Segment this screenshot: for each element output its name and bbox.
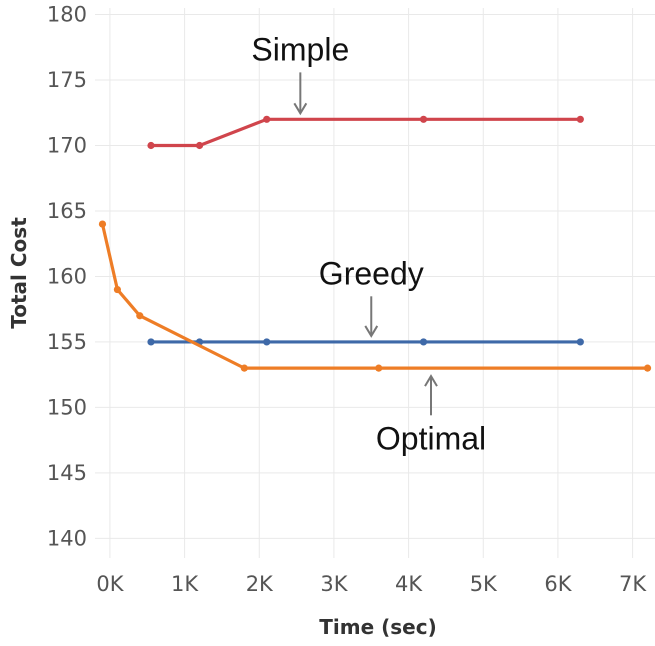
data-point-simple — [263, 115, 271, 123]
y-tick-label: 170 — [47, 134, 87, 158]
x-tick-label: 5K — [470, 572, 498, 596]
series — [98, 115, 652, 372]
x-tick-label: 7K — [619, 572, 647, 596]
y-tick-label: 180 — [47, 3, 87, 27]
data-point-greedy — [576, 338, 584, 346]
annotation-arrowhead-greedy — [364, 325, 379, 338]
x-tick-label: 6K — [544, 572, 572, 596]
annotations: Simple Greedy Optimal — [251, 31, 486, 456]
annotation-arrowhead-optimal — [424, 374, 438, 387]
y-tick-label: 160 — [47, 264, 87, 288]
annotation-arrowhead-simple — [293, 102, 308, 116]
x-tick-label: 0K — [96, 572, 124, 596]
grid — [95, 8, 655, 558]
annotation-greedy: Greedy — [319, 255, 424, 291]
annotation-simple: Simple — [251, 31, 349, 67]
data-point-optimal — [643, 364, 652, 372]
series-line-optimal — [100, 222, 650, 370]
y-tick-label: 140 — [47, 526, 87, 550]
series-line-simple — [149, 117, 582, 148]
data-point-simple — [195, 141, 204, 150]
annotation-optimal: Optimal — [376, 420, 486, 456]
data-point-optimal — [98, 220, 107, 228]
y-tick-label: 175 — [47, 68, 87, 92]
x-axis-title: Time (sec) — [319, 615, 436, 639]
y-tick-label: 150 — [47, 395, 87, 419]
data-point-optimal — [136, 312, 144, 320]
data-point-greedy — [147, 338, 155, 346]
data-point-optimal — [375, 364, 383, 372]
data-point-greedy — [263, 338, 271, 346]
data-point-simple — [576, 115, 584, 123]
y-tick-label: 155 — [47, 330, 87, 354]
data-point-optimal — [240, 364, 248, 372]
x-tick-label: 2K — [246, 572, 274, 596]
y-tick-label: 145 — [47, 461, 87, 485]
y-tick-label: 165 — [47, 199, 87, 223]
data-point-optimal — [113, 285, 121, 294]
x-tick-label: 1K — [171, 572, 199, 596]
data-point-simple — [147, 141, 155, 150]
x-tick-label: 3K — [320, 572, 348, 596]
data-point-simple — [419, 115, 428, 123]
x-tick-label: 4K — [395, 572, 423, 596]
axes: Total Cost Time (sec) 140 145 150 155 160 165… — [7, 3, 647, 639]
y-axis-title: Total Cost — [7, 217, 31, 329]
data-point-greedy — [419, 338, 428, 346]
